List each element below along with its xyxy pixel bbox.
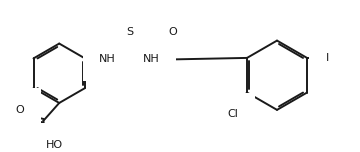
Text: I: I: [326, 53, 329, 63]
Text: S: S: [126, 27, 133, 37]
Text: O: O: [16, 105, 24, 115]
Text: Cl: Cl: [228, 109, 239, 119]
Text: NH: NH: [99, 54, 116, 64]
Text: HO: HO: [46, 140, 63, 150]
Text: O: O: [169, 27, 177, 37]
Text: NH: NH: [143, 54, 159, 64]
